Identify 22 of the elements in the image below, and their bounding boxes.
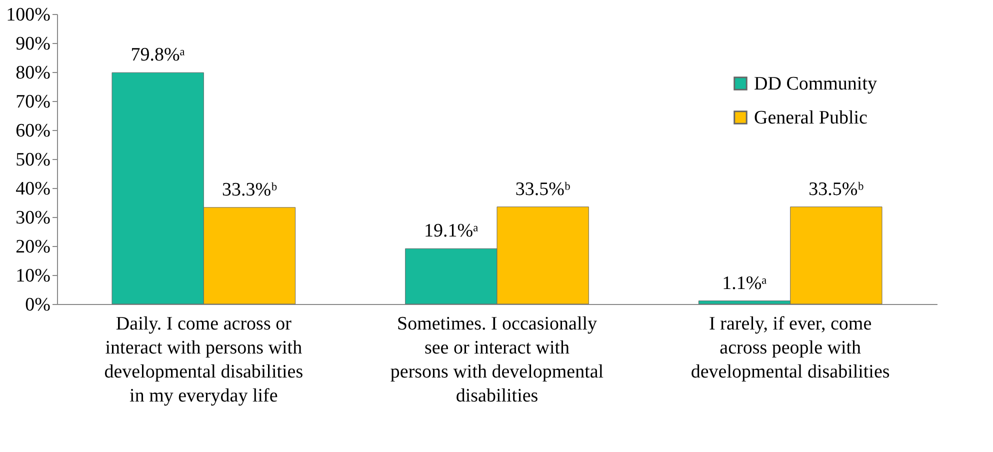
y-tick-label: 30% <box>16 208 51 228</box>
data-label: 19.1%ᵃ <box>424 220 478 242</box>
data-label: 1.1%ᵃ <box>722 272 767 294</box>
y-tick-label: 50% <box>16 150 51 170</box>
data-label: 79.8%ᵃ <box>130 44 185 66</box>
y-tick-label: 100% <box>6 4 51 26</box>
y-tick-label: 0% <box>25 294 51 316</box>
x-tick-label: Daily. I come across or interact with persons with developmental disabilities in my everyday life <box>104 314 304 406</box>
y-tick-label: 70% <box>16 92 51 112</box>
y-tick-label: 60% <box>16 120 51 142</box>
data-label: 33.3%ᵇ <box>222 179 278 200</box>
data-label: 33.5%ᵇ <box>515 178 570 200</box>
legend-label: General Public <box>754 108 868 128</box>
x-tick-label: I rarely, if ever, come across people with developmental disabilities <box>690 314 890 382</box>
y-tick-label: 80% <box>16 62 51 84</box>
y-tick-label: 40% <box>16 178 51 200</box>
y-tick-label: 20% <box>16 236 51 258</box>
data-label: 33.5%ᵇ <box>808 178 864 200</box>
y-tick-label: 90% <box>16 34 51 54</box>
y-tick-label: 10% <box>16 266 51 286</box>
x-tick-label: Sometimes. I occasionally see or interact with persons with developmental disabilities <box>390 314 604 406</box>
legend-label: DD Community <box>754 74 878 94</box>
